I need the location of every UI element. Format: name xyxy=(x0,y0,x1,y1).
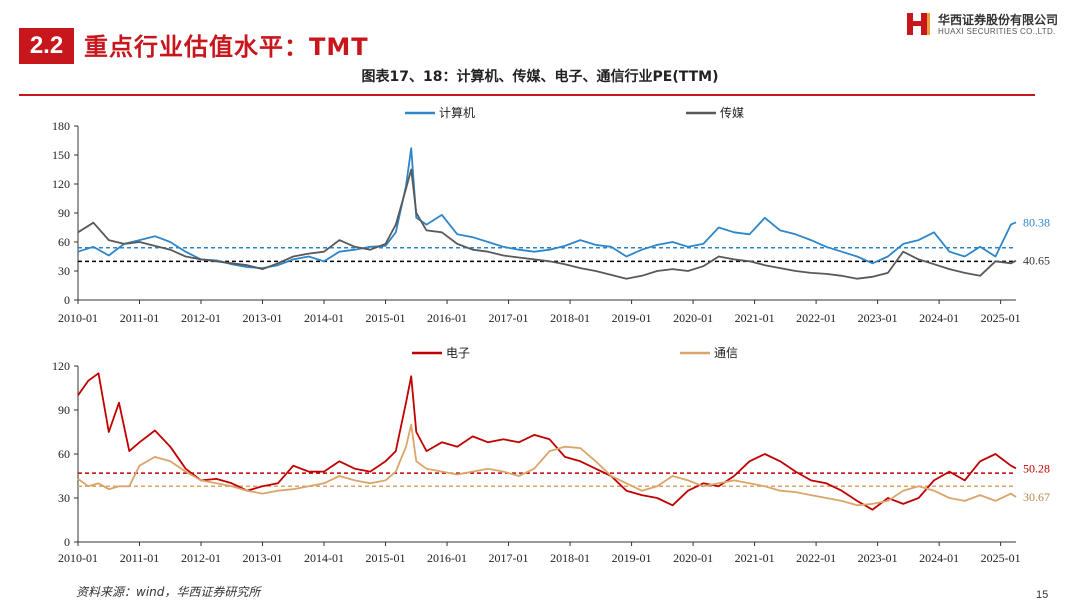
huaxi-logo-icon xyxy=(907,13,930,35)
x-tick-label: 2023-01 xyxy=(858,311,898,325)
logo-text-en: HUAXI SECURITIES CO.,LTD. xyxy=(938,27,1056,36)
x-tick-label: 2025-01 xyxy=(981,551,1021,565)
x-tick-label: 2015-01 xyxy=(366,551,406,565)
x-tick-label: 2017-01 xyxy=(489,311,529,325)
legend-label: 计算机 xyxy=(439,105,475,120)
page-title: 重点行业估值水平：TMT xyxy=(84,33,369,61)
x-tick-label: 2019-01 xyxy=(612,551,652,565)
x-tick-label: 2020-01 xyxy=(673,551,713,565)
logo-text-cn: 华西证券股份有限公司 xyxy=(938,13,1059,27)
x-tick-label: 2012-01 xyxy=(181,311,221,325)
x-tick-label: 2011-01 xyxy=(120,311,160,325)
header-divider xyxy=(19,94,1035,96)
end-value-label: 30.67 xyxy=(1023,490,1050,504)
x-tick-label: 2025-01 xyxy=(981,311,1021,325)
y-tick-label: 120 xyxy=(52,359,70,373)
chart-subtitle: 图表17、18：计算机、传媒、电子、通信行业PE(TTM) xyxy=(361,69,719,85)
series-line-2 xyxy=(77,423,1017,507)
x-tick-label: 2017-01 xyxy=(489,551,529,565)
x-tick-label: 2022-01 xyxy=(796,311,836,325)
x-tick-label: 2013-01 xyxy=(243,551,283,565)
x-tick-label: 2024-01 xyxy=(919,551,959,565)
y-tick-label: 90 xyxy=(58,403,70,417)
x-tick-label: 2014-01 xyxy=(304,551,344,565)
y-tick-label: 90 xyxy=(58,206,70,220)
x-tick-label: 2020-01 xyxy=(673,311,713,325)
chart-panel-1: 0 30 60 90 120 150 180 2010-01 2011-01 2012-01 201… xyxy=(52,105,1050,325)
series-line-1 xyxy=(77,147,1017,270)
x-tick-label: 2021-01 xyxy=(735,551,775,565)
y-tick-label: 30 xyxy=(58,264,70,278)
x-tick-label: 2012-01 xyxy=(181,551,221,565)
x-tick-label: 2013-01 xyxy=(243,311,283,325)
x-tick-label: 2024-01 xyxy=(919,311,959,325)
x-tick-label: 2016-01 xyxy=(427,311,467,325)
end-value-label: 80.38 xyxy=(1023,215,1050,229)
legend-label: 电子 xyxy=(446,346,470,360)
series-line-2 xyxy=(77,168,1017,280)
x-tick-label: 2014-01 xyxy=(304,311,344,325)
company-logo: 华西证券股份有限公司 HUAXI SECURITIES CO.,LTD. xyxy=(906,10,1076,40)
x-tick-label: 2022-01 xyxy=(796,551,836,565)
x-tick-label: 2015-01 xyxy=(366,311,406,325)
y-tick-label: 150 xyxy=(52,148,70,162)
series-line-1 xyxy=(77,372,1017,511)
x-tick-label: 2019-01 xyxy=(612,311,652,325)
x-tick-label: 2010-01 xyxy=(58,551,98,565)
x-tick-label: 2018-01 xyxy=(550,551,590,565)
x-tick-label: 2023-01 xyxy=(858,551,898,565)
x-tick-label: 2011-01 xyxy=(120,551,160,565)
y-tick-label: 180 xyxy=(52,119,70,133)
legend-label: 通信 xyxy=(714,346,738,360)
legend-label: 传媒 xyxy=(720,105,744,120)
section-number-badge: 2.2 xyxy=(19,28,74,64)
y-tick-label: 60 xyxy=(58,447,70,461)
x-tick-label: 2010-01 xyxy=(58,311,98,325)
chart-panel-2: 0 30 60 90 120 2010-01 2011-01 2012-01 2013-01 20… xyxy=(52,346,1050,565)
y-tick-label: 0 xyxy=(64,535,70,549)
x-tick-label: 2018-01 xyxy=(550,311,590,325)
y-tick-label: 60 xyxy=(58,235,70,249)
end-value-label: 40.65 xyxy=(1023,254,1050,268)
page-number: 15 xyxy=(1036,589,1049,601)
end-value-label: 50.28 xyxy=(1023,461,1050,475)
y-tick-label: 30 xyxy=(58,491,70,505)
source-note: 资料来源：wind，华西证券研究所 xyxy=(76,585,261,599)
y-tick-label: 0 xyxy=(64,293,70,307)
x-tick-label: 2021-01 xyxy=(735,311,775,325)
x-tick-label: 2016-01 xyxy=(427,551,467,565)
y-tick-label: 120 xyxy=(52,177,70,191)
